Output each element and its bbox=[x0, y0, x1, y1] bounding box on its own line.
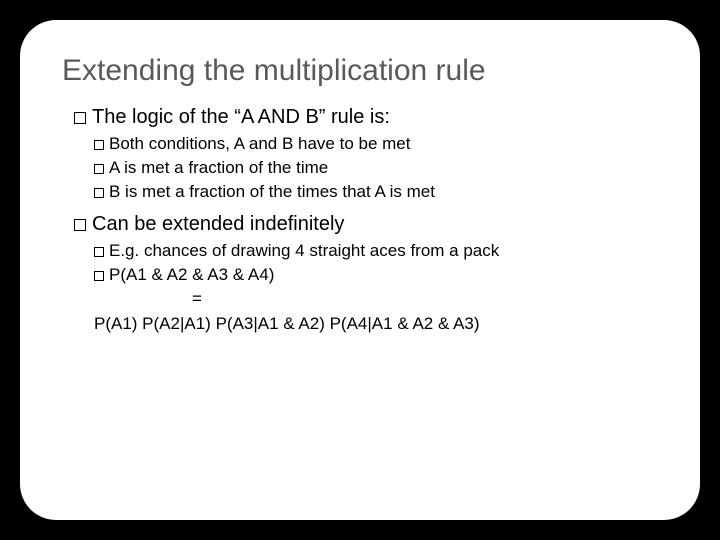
section1-item: B is met a fraction of the times that A … bbox=[94, 181, 660, 203]
square-bullet-icon bbox=[94, 188, 104, 198]
section2-heading: Can be extended indefinitely bbox=[74, 213, 660, 236]
equation-expansion: P(A1) P(A2|A1) P(A3|A1 & A2) P(A4|A1 & A… bbox=[94, 313, 660, 335]
square-bullet-icon bbox=[94, 140, 104, 150]
section1-item-text: Both conditions, A and B have to be met bbox=[109, 134, 410, 153]
square-bullet-icon bbox=[94, 247, 104, 257]
section2-item-text: E.g. chances of drawing 4 straight aces … bbox=[109, 241, 499, 260]
section2-heading-text: Can be extended indefinitely bbox=[92, 213, 344, 235]
square-bullet-icon bbox=[74, 219, 86, 231]
section2-item-text: P(A1 & A2 & A3 & A4) bbox=[109, 265, 274, 284]
equation-equals: = bbox=[192, 288, 660, 310]
section2-item: E.g. chances of drawing 4 straight aces … bbox=[94, 240, 660, 262]
section1-item: Both conditions, A and B have to be met bbox=[94, 133, 660, 155]
section1-item: A is met a fraction of the time bbox=[94, 157, 660, 179]
slide-title: Extending the multiplication rule bbox=[62, 54, 660, 88]
section1-item-text: A is met a fraction of the time bbox=[109, 158, 328, 177]
section1-heading-text: The logic of the “A AND B” rule is: bbox=[92, 106, 390, 128]
square-bullet-icon bbox=[94, 271, 104, 281]
square-bullet-icon bbox=[94, 164, 104, 174]
section2-item: P(A1 & A2 & A3 & A4) bbox=[94, 264, 660, 286]
square-bullet-icon bbox=[74, 112, 86, 124]
section1-heading: The logic of the “A AND B” rule is: bbox=[74, 106, 660, 129]
section1-item-text: B is met a fraction of the times that A … bbox=[109, 182, 435, 201]
slide-frame: Extending the multiplication rule The lo… bbox=[20, 20, 700, 520]
